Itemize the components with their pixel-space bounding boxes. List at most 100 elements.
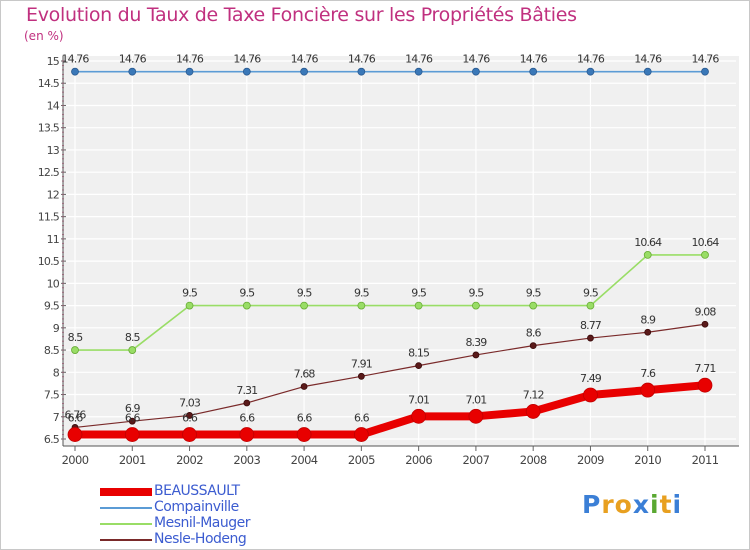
data-point-compainville bbox=[185, 67, 194, 76]
data-label-nesle-hodeng: 7.91 bbox=[351, 357, 372, 370]
data-point-nesle-hodeng bbox=[529, 342, 537, 350]
legend-item-beaussault: BEAUSSAULT bbox=[100, 483, 360, 500]
x-tick-label: 2004 bbox=[291, 453, 318, 467]
data-label-mesnil-mauger: 9.5 bbox=[182, 287, 198, 300]
data-point-mesnil-mauger bbox=[643, 250, 652, 259]
data-point-mesnil-mauger bbox=[701, 250, 709, 259]
data-point-nesle-hodeng bbox=[701, 320, 709, 328]
chart-title: Evolution du Taux de Taxe Foncière sur l… bbox=[26, 4, 577, 26]
plot-area bbox=[63, 56, 739, 446]
legend-item-mesnil-mauger: Mesnil-Mauger bbox=[100, 515, 360, 532]
data-label-compainville: 14.76 bbox=[405, 53, 433, 66]
data-point-compainville bbox=[472, 67, 480, 76]
data-point-compainville bbox=[586, 67, 595, 76]
data-label-compainville: 14.76 bbox=[348, 53, 376, 66]
series-line-mesnil-mauger bbox=[75, 254, 705, 351]
logo-letter: i bbox=[650, 490, 660, 519]
data-point-beaussault bbox=[468, 408, 484, 424]
data-label-beaussault: 6.6 bbox=[239, 412, 255, 425]
data-label-mesnil-mauger: 10.64 bbox=[634, 236, 662, 249]
data-label-compainville: 14.76 bbox=[233, 53, 261, 66]
data-label-mesnil-mauger: 9.5 bbox=[526, 287, 542, 300]
data-label-mesnil-mauger: 9.5 bbox=[469, 287, 485, 300]
data-label-nesle-hodeng: 7.03 bbox=[179, 396, 201, 409]
legend-swatch-compainville bbox=[100, 507, 152, 509]
data-label-mesnil-mauger: 9.5 bbox=[583, 287, 599, 300]
legend: BEAUSSAULT Compainville Mesnil-Mauger Nesle… bbox=[100, 483, 360, 548]
data-label-compainville: 14.76 bbox=[462, 53, 490, 66]
data-label-nesle-hodeng: 7.68 bbox=[294, 368, 316, 381]
y-tick-label: 14 bbox=[47, 99, 60, 112]
data-label-beaussault: 7.71 bbox=[695, 362, 716, 375]
data-label-compainville: 14.76 bbox=[291, 53, 319, 66]
data-point-beaussault bbox=[182, 427, 197, 442]
data-label-nesle-hodeng: 8.9 bbox=[640, 313, 656, 326]
data-point-beaussault bbox=[67, 427, 83, 442]
data-label-beaussault: 7.01 bbox=[408, 393, 429, 406]
data-label-nesle-hodeng: 8.15 bbox=[408, 347, 430, 360]
y-tick-label: 10 bbox=[47, 277, 60, 290]
data-point-mesnil-mauger bbox=[529, 301, 538, 310]
data-point-nesle-hodeng bbox=[587, 334, 594, 342]
x-tick-label: 2009 bbox=[577, 453, 604, 467]
data-point-beaussault bbox=[583, 387, 598, 403]
data-point-nesle-hodeng bbox=[300, 383, 308, 390]
data-point-compainville bbox=[128, 67, 137, 76]
data-point-beaussault bbox=[239, 427, 255, 442]
y-tick-label: 9 bbox=[53, 322, 60, 335]
data-label-beaussault: 7.12 bbox=[523, 388, 544, 401]
y-tick-label: 13 bbox=[47, 144, 60, 157]
data-label-nesle-hodeng: 7.31 bbox=[236, 384, 257, 397]
data-point-mesnil-mauger bbox=[586, 301, 595, 310]
x-tick-label: 2008 bbox=[520, 453, 547, 467]
y-tick-label: 7.5 bbox=[44, 389, 60, 402]
data-point-compainville bbox=[71, 67, 79, 76]
data-label-mesnil-mauger: 10.64 bbox=[692, 236, 720, 249]
data-point-beaussault bbox=[124, 427, 140, 442]
data-label-compainville: 14.76 bbox=[577, 53, 605, 66]
y-tick-label: 7 bbox=[53, 411, 60, 424]
data-point-mesnil-mauger bbox=[414, 301, 423, 310]
series-mesnil-mauger bbox=[71, 250, 709, 354]
data-point-beaussault bbox=[697, 377, 713, 393]
data-label-nesle-hodeng: 8.77 bbox=[580, 319, 602, 332]
data-label-nesle-hodeng: 8.6 bbox=[526, 327, 542, 340]
logo-letter: o bbox=[614, 490, 633, 519]
series-compainville bbox=[71, 67, 709, 76]
data-label-nesle-hodeng: 9.08 bbox=[695, 305, 717, 318]
legend-label-mesnil-mauger: Mesnil-Mauger bbox=[154, 515, 250, 531]
data-label-beaussault: 6.6 bbox=[125, 412, 141, 425]
x-tick-label: 2001 bbox=[119, 453, 146, 467]
legend-item-nesle-hodeng: Nesle-Hodeng bbox=[100, 531, 360, 548]
y-tick-label: 11 bbox=[47, 233, 59, 246]
data-label-nesle-hodeng: 8.39 bbox=[465, 336, 487, 349]
data-point-mesnil-mauger bbox=[128, 346, 137, 354]
proxiti-logo: Proxiti bbox=[582, 490, 682, 519]
logo-letter: P bbox=[582, 490, 602, 519]
data-point-mesnil-mauger bbox=[357, 301, 366, 310]
logo-letter: x bbox=[632, 490, 650, 519]
data-point-beaussault bbox=[640, 382, 656, 398]
data-label-mesnil-mauger: 8.5 bbox=[125, 331, 141, 344]
data-label-beaussault: 7.6 bbox=[640, 367, 656, 380]
data-label-mesnil-mauger: 9.5 bbox=[354, 287, 370, 300]
logo-letter: i bbox=[672, 490, 683, 519]
series-nesle-hodeng bbox=[71, 320, 709, 431]
y-tick-label: 12.5 bbox=[38, 166, 60, 179]
data-label-mesnil-mauger: 9.5 bbox=[297, 287, 313, 300]
data-label-beaussault: 6.6 bbox=[182, 412, 198, 425]
series-line-beaussault bbox=[75, 381, 706, 439]
y-tick-label: 15 bbox=[47, 55, 60, 68]
x-tick-label: 2010 bbox=[634, 453, 661, 467]
y-tick-label: 8.5 bbox=[44, 344, 60, 357]
x-tick-label: 2002 bbox=[176, 453, 203, 467]
y-tick-label: 8 bbox=[53, 366, 60, 379]
data-point-beaussault bbox=[411, 408, 427, 424]
data-label-compainville: 14.76 bbox=[62, 53, 90, 66]
data-label-compainville: 14.76 bbox=[692, 53, 720, 66]
data-point-nesle-hodeng bbox=[128, 417, 136, 425]
legend-label-compainville: Compainville bbox=[154, 499, 239, 515]
data-point-nesle-hodeng bbox=[472, 351, 480, 359]
data-point-nesle-hodeng bbox=[644, 328, 652, 336]
logo-letter: t bbox=[659, 490, 673, 519]
